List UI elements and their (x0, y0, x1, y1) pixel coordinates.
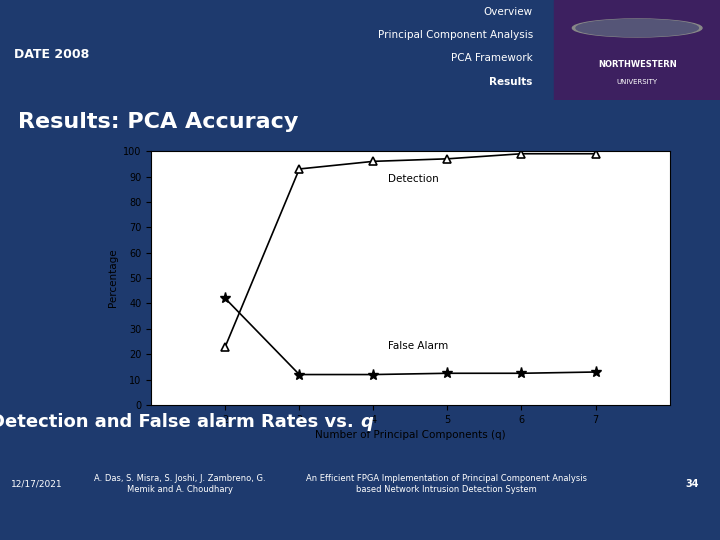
Text: An Efficient FPGA Implementation of Principal Component Analysis
based Network I: An Efficient FPGA Implementation of Prin… (306, 474, 587, 494)
Bar (554, 0, 720, 100)
Bar (0, 0, 554, 100)
Line: Detection: Detection (221, 150, 600, 351)
Detection (591, 151, 600, 157)
Text: NORTHWESTERN: NORTHWESTERN (598, 60, 677, 70)
Detection (369, 158, 378, 165)
Detection (517, 151, 526, 157)
Line: False Alarm: False Alarm (220, 293, 601, 380)
Text: Principal Component Analysis: Principal Component Analysis (377, 30, 533, 40)
False Alarm (591, 369, 600, 375)
Circle shape (572, 19, 702, 37)
Text: Detection: Detection (388, 174, 439, 184)
Text: 12/17/2021: 12/17/2021 (11, 480, 63, 488)
Text: A. Das, S. Misra, S. Joshi, J. Zambreno, G.
Memik and A. Choudhary: A. Das, S. Misra, S. Joshi, J. Zambreno,… (94, 474, 266, 494)
Text: False Alarm: False Alarm (388, 341, 449, 351)
Detection (221, 343, 230, 350)
Text: q: q (360, 413, 373, 431)
Detection (443, 156, 451, 162)
X-axis label: Number of Principal Components (q): Number of Principal Components (q) (315, 430, 505, 440)
False Alarm (221, 295, 230, 302)
False Alarm (369, 372, 378, 378)
Y-axis label: Percentage: Percentage (107, 249, 117, 307)
Detection (295, 166, 304, 172)
Text: Overview: Overview (484, 7, 533, 17)
Text: DATE 2008: DATE 2008 (14, 49, 90, 62)
Text: UNIVERSITY: UNIVERSITY (616, 79, 658, 85)
False Alarm (517, 370, 526, 376)
Text: PCA Framework: PCA Framework (451, 53, 533, 63)
Text: Results: Results (490, 77, 533, 87)
Circle shape (576, 19, 698, 37)
Text: 34: 34 (685, 479, 698, 489)
False Alarm (295, 372, 304, 378)
False Alarm (443, 370, 451, 376)
Text: Detection and False alarm Rates vs.: Detection and False alarm Rates vs. (0, 413, 360, 431)
Text: Results: PCA Accuracy: Results: PCA Accuracy (18, 112, 298, 132)
